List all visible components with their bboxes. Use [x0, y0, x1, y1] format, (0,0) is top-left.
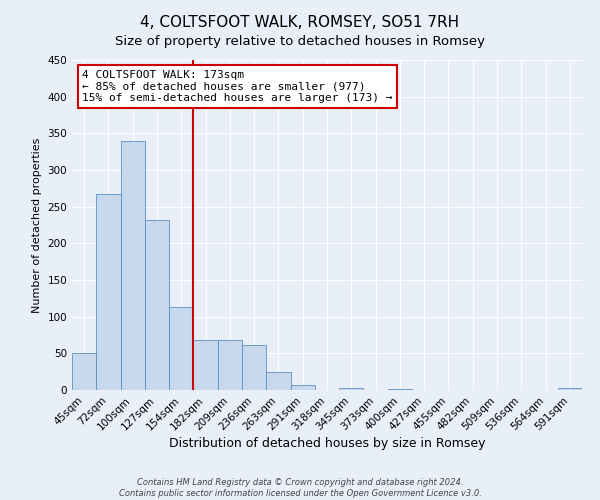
Bar	[339, 388, 364, 390]
Y-axis label: Number of detached properties: Number of detached properties	[32, 138, 42, 312]
Bar	[266, 372, 290, 390]
Bar	[96, 194, 121, 390]
X-axis label: Distribution of detached houses by size in Romsey: Distribution of detached houses by size …	[169, 438, 485, 450]
Bar	[193, 340, 218, 390]
Text: Size of property relative to detached houses in Romsey: Size of property relative to detached ho…	[115, 35, 485, 48]
Bar	[218, 340, 242, 390]
Text: 4, COLTSFOOT WALK, ROMSEY, SO51 7RH: 4, COLTSFOOT WALK, ROMSEY, SO51 7RH	[140, 15, 460, 30]
Bar	[169, 307, 193, 390]
Bar	[242, 344, 266, 390]
Text: Contains HM Land Registry data © Crown copyright and database right 2024.
Contai: Contains HM Land Registry data © Crown c…	[119, 478, 481, 498]
Bar	[388, 388, 412, 390]
Bar	[121, 140, 145, 390]
Bar	[558, 388, 582, 390]
Text: 4 COLTSFOOT WALK: 173sqm
← 85% of detached houses are smaller (977)
15% of semi-: 4 COLTSFOOT WALK: 173sqm ← 85% of detach…	[82, 70, 392, 103]
Bar	[145, 220, 169, 390]
Bar	[72, 354, 96, 390]
Bar	[290, 385, 315, 390]
